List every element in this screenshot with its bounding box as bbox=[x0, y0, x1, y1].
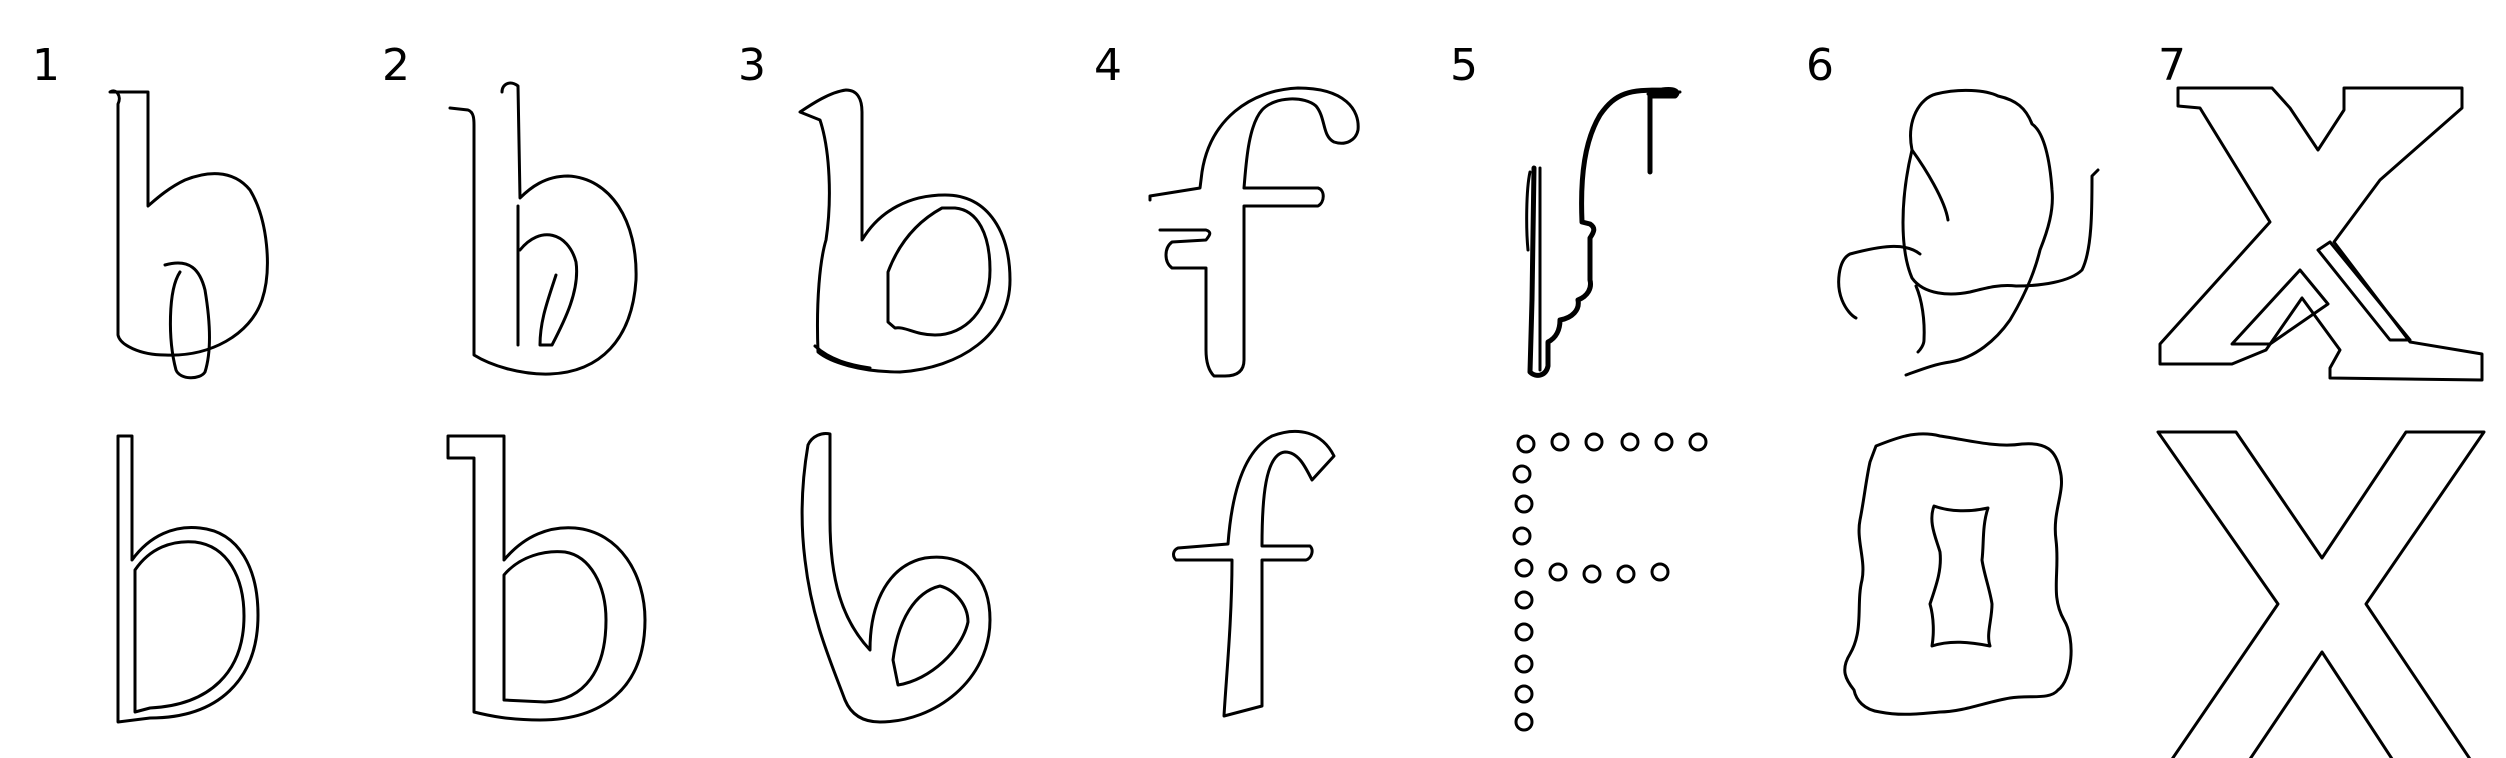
panel-number-1: 1 bbox=[32, 40, 60, 91]
b-sketch-icon bbox=[448, 81, 638, 376]
f-sketch-icon bbox=[1148, 86, 1360, 378]
b-curved-outline-icon bbox=[800, 432, 992, 724]
panel-number-7: 7 bbox=[2158, 40, 2186, 91]
b-serif-outline-icon bbox=[446, 434, 647, 722]
panel-number-5: 5 bbox=[1450, 40, 1478, 91]
b-sketch-icon bbox=[108, 89, 269, 380]
panel-number-6: 6 bbox=[1806, 40, 1834, 91]
f-outline-icon bbox=[1172, 429, 1336, 718]
b-outline-icon bbox=[116, 434, 260, 724]
panel-number-3: 3 bbox=[738, 40, 766, 91]
o-sketch-icon bbox=[1837, 88, 2100, 377]
f-dotted-icon bbox=[1512, 432, 1708, 732]
f-sketch-icon bbox=[1525, 87, 1682, 378]
panel-number-4: 4 bbox=[1094, 40, 1122, 91]
o-rough-outline-icon bbox=[1843, 432, 2073, 716]
b-sketch-icon bbox=[798, 88, 1012, 374]
x-outline-icon bbox=[2156, 430, 2486, 758]
panel-number-2: 2 bbox=[382, 40, 410, 91]
x-serif-outline-icon bbox=[2158, 86, 2484, 382]
